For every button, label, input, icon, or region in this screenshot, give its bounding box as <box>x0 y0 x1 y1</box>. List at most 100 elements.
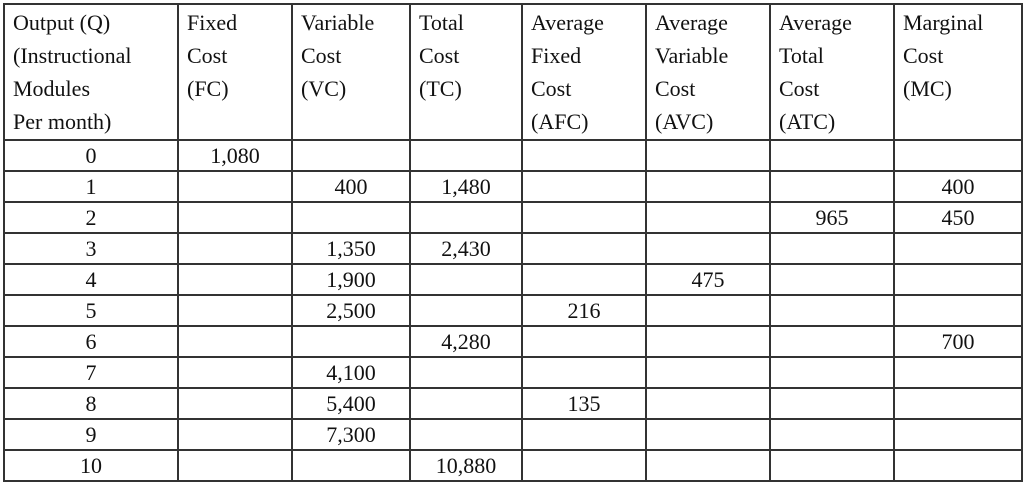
cell-atc <box>769 263 895 296</box>
column-header-variable-cost: Variable Cost (VC) <box>291 3 411 141</box>
cell-tc <box>409 387 523 420</box>
table-row: 10 10,880 <box>3 449 1023 482</box>
cell-tc: 10,880 <box>409 449 523 482</box>
cell-fc <box>177 201 293 234</box>
cell-atc: 965 <box>769 201 895 234</box>
cell-fc <box>177 232 293 265</box>
table-row: 9 7,300 <box>3 418 1023 451</box>
cell-output: 5 <box>3 294 179 327</box>
cell-tc <box>409 139 523 172</box>
cell-vc: 1,350 <box>291 232 411 265</box>
table-row: 0 1,080 <box>3 139 1023 172</box>
cell-atc <box>769 294 895 327</box>
cell-output: 3 <box>3 232 179 265</box>
cell-fc <box>177 325 293 358</box>
cell-mc <box>893 263 1023 296</box>
cell-tc: 1,480 <box>409 170 523 203</box>
cell-avc <box>645 387 771 420</box>
cell-output: 9 <box>3 418 179 451</box>
cell-output: 10 <box>3 449 179 482</box>
cell-fc <box>177 356 293 389</box>
table-row: 1 400 1,480 400 <box>3 170 1023 203</box>
cell-output: 8 <box>3 387 179 420</box>
cell-tc <box>409 418 523 451</box>
cell-vc <box>291 325 411 358</box>
cell-output: 4 <box>3 263 179 296</box>
column-header-fixed-cost: Fixed Cost (FC) <box>177 3 293 141</box>
cell-vc <box>291 201 411 234</box>
cell-fc: 1,080 <box>177 139 293 172</box>
column-header-average-fixed-cost: Average Fixed Cost (AFC) <box>521 3 647 141</box>
cell-afc <box>521 325 647 358</box>
cell-avc <box>645 418 771 451</box>
cell-avc <box>645 201 771 234</box>
cell-mc <box>893 356 1023 389</box>
cell-avc <box>645 294 771 327</box>
cell-mc <box>893 139 1023 172</box>
cell-mc <box>893 232 1023 265</box>
cell-tc <box>409 201 523 234</box>
column-header-total-cost: Total Cost (TC) <box>409 3 523 141</box>
cell-output: 0 <box>3 139 179 172</box>
column-header-marginal-cost: Marginal Cost (MC) <box>893 3 1023 141</box>
cell-atc <box>769 356 895 389</box>
cell-output: 6 <box>3 325 179 358</box>
cell-mc <box>893 418 1023 451</box>
cell-tc: 2,430 <box>409 232 523 265</box>
cell-afc <box>521 263 647 296</box>
cell-atc <box>769 449 895 482</box>
cell-mc <box>893 294 1023 327</box>
cost-schedule-table: Output (Q) (Instructional Modules Per mo… <box>3 3 1023 482</box>
cell-tc <box>409 356 523 389</box>
cell-fc <box>177 263 293 296</box>
cell-afc: 216 <box>521 294 647 327</box>
cell-vc <box>291 139 411 172</box>
cell-afc <box>521 418 647 451</box>
cell-afc <box>521 201 647 234</box>
cell-atc <box>769 325 895 358</box>
cell-atc <box>769 170 895 203</box>
cell-vc: 5,400 <box>291 387 411 420</box>
table-row: 6 4,280 700 <box>3 325 1023 358</box>
cell-mc: 400 <box>893 170 1023 203</box>
cell-atc <box>769 232 895 265</box>
cell-vc <box>291 449 411 482</box>
cell-vc: 2,500 <box>291 294 411 327</box>
cell-atc <box>769 418 895 451</box>
cell-mc: 450 <box>893 201 1023 234</box>
cell-avc <box>645 449 771 482</box>
cell-afc: 135 <box>521 387 647 420</box>
cell-vc: 400 <box>291 170 411 203</box>
table-row: 8 5,400 135 <box>3 387 1023 420</box>
cell-vc: 4,100 <box>291 356 411 389</box>
cell-afc <box>521 232 647 265</box>
cell-afc <box>521 170 647 203</box>
table-row: 3 1,350 2,430 <box>3 232 1023 265</box>
cell-vc: 7,300 <box>291 418 411 451</box>
cell-mc <box>893 449 1023 482</box>
cell-avc <box>645 356 771 389</box>
cell-tc <box>409 294 523 327</box>
cell-fc <box>177 170 293 203</box>
cell-avc <box>645 325 771 358</box>
cell-avc <box>645 232 771 265</box>
table-body: 0 1,080 1 400 1,480 400 2 965 450 3 1,350 2,430 4 1,9… <box>3 139 1023 482</box>
cell-avc <box>645 139 771 172</box>
table-row: 7 4,100 <box>3 356 1023 389</box>
cell-afc <box>521 139 647 172</box>
cell-tc <box>409 263 523 296</box>
cell-afc <box>521 449 647 482</box>
cell-fc <box>177 294 293 327</box>
cell-output: 2 <box>3 201 179 234</box>
cell-avc <box>645 170 771 203</box>
cell-vc: 1,900 <box>291 263 411 296</box>
cell-tc: 4,280 <box>409 325 523 358</box>
column-header-average-total-cost: Average Total Cost (ATC) <box>769 3 895 141</box>
table-row: 5 2,500 216 <box>3 294 1023 327</box>
column-header-average-variable-cost: Average Variable Cost (AVC) <box>645 3 771 141</box>
cell-afc <box>521 356 647 389</box>
header-row: Output (Q) (Instructional Modules Per mo… <box>3 3 1023 141</box>
cell-fc <box>177 387 293 420</box>
table-row: 4 1,900 475 <box>3 263 1023 296</box>
